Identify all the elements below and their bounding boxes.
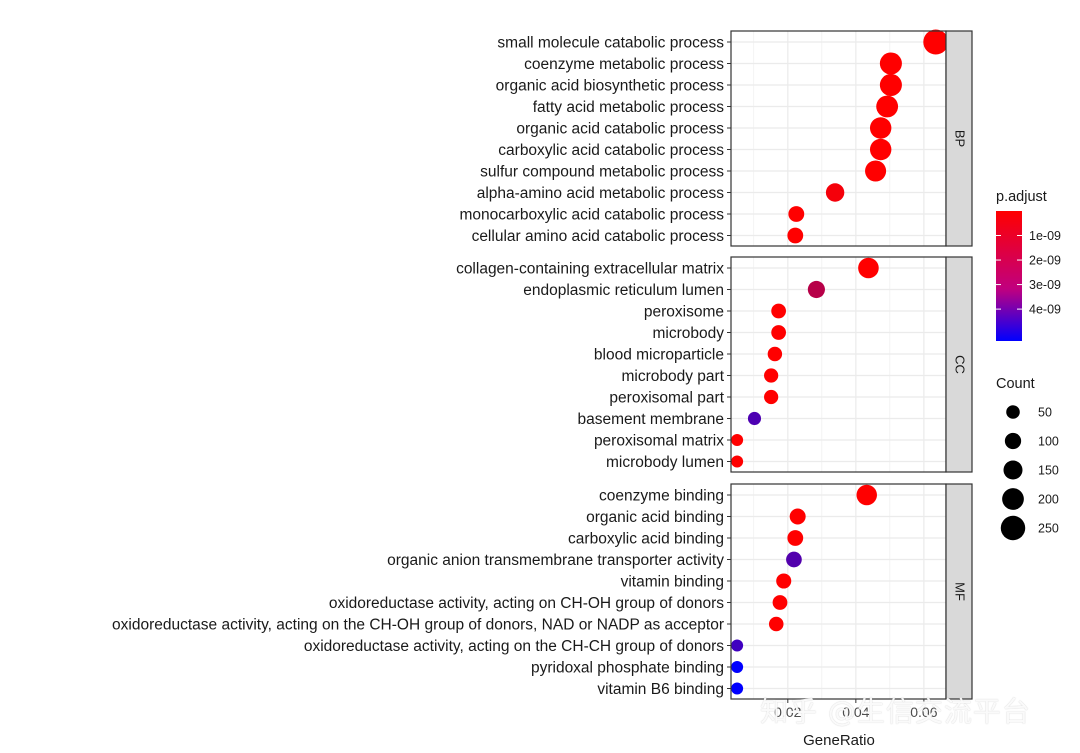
term-label: microbody xyxy=(653,325,725,342)
count-legend-dot xyxy=(1004,432,1022,450)
facet-strip-label: MF xyxy=(953,582,968,601)
term-label: organic acid catabolic process xyxy=(516,121,724,138)
term-label: coenzyme binding xyxy=(599,488,724,505)
count-legend-label: 100 xyxy=(1038,435,1059,449)
term-label: oxidoreductase activity, acting on the C… xyxy=(304,638,724,655)
facet-cc: collagen-containing extracellular matrix… xyxy=(456,256,973,473)
count-legend-dot xyxy=(1000,515,1026,541)
panel-background xyxy=(731,31,946,246)
data-point xyxy=(771,303,786,319)
data-point xyxy=(879,73,902,97)
data-point xyxy=(807,280,825,299)
term-label: organic anion transmembrane transporter … xyxy=(387,552,724,569)
term-label: organic acid binding xyxy=(586,509,724,526)
term-label: collagen-containing extracellular matrix xyxy=(456,261,724,278)
data-point xyxy=(767,346,783,362)
data-point xyxy=(747,411,762,426)
data-point xyxy=(731,639,744,652)
p-adjust-legend-title: p.adjust xyxy=(996,189,1047,205)
term-label: organic acid biosynthetic process xyxy=(496,78,725,95)
count-legend-dot xyxy=(1003,460,1023,480)
term-label: carboxylic acid catabolic process xyxy=(498,142,724,159)
count-legend-label: 200 xyxy=(1038,493,1059,507)
data-point xyxy=(731,682,744,695)
facet-bp: small molecule catabolic process coenzyme… xyxy=(460,29,973,247)
term-label: peroxisomal matrix xyxy=(594,433,724,450)
data-point xyxy=(731,455,744,468)
count-legend-dot xyxy=(1002,488,1024,510)
colorbar-tick-label: 1e-09 xyxy=(1029,229,1061,243)
x-tick-label: 0.02 xyxy=(774,704,801,720)
panel-background xyxy=(731,484,946,699)
term-label: cellular amino acid catabolic process xyxy=(472,228,725,245)
data-point xyxy=(879,52,902,75)
p-adjust-colorbar xyxy=(996,211,1022,341)
facet-panels: small molecule catabolic process coenzyme… xyxy=(112,29,973,700)
facet-mf: coenzyme binding organic acid binding carb… xyxy=(112,483,973,700)
data-point xyxy=(876,95,899,118)
count-legend-title: Count xyxy=(996,376,1035,392)
data-point xyxy=(825,183,845,202)
count-legend-label: 50 xyxy=(1038,406,1052,420)
panel-background xyxy=(731,257,946,472)
term-label: oxidoreductase activity, acting on CH-OH… xyxy=(329,595,724,612)
data-point xyxy=(869,117,892,139)
facet-strip xyxy=(945,256,973,473)
data-point xyxy=(768,616,784,632)
data-point xyxy=(776,573,792,589)
term-label: basement membrane xyxy=(578,411,724,428)
data-point xyxy=(788,206,805,222)
data-point xyxy=(764,368,779,383)
term-label: small molecule catabolic process xyxy=(497,35,724,52)
data-point xyxy=(764,389,779,405)
data-point xyxy=(856,484,877,506)
data-point xyxy=(772,595,788,610)
term-label: sulfur compound metabolic process xyxy=(480,164,724,181)
facet-strip xyxy=(945,483,973,700)
term-label: endoplasmic reticulum lumen xyxy=(523,282,724,299)
term-label: microbody part xyxy=(621,368,724,385)
facet-strip-label: BP xyxy=(953,130,968,147)
term-label: alpha-amino acid metabolic process xyxy=(477,185,725,202)
term-label: carboxylic acid binding xyxy=(568,531,724,548)
data-point xyxy=(787,530,804,546)
term-label: oxidoreductase activity, acting on the C… xyxy=(112,617,724,634)
data-point xyxy=(789,508,806,525)
term-label: peroxisome xyxy=(644,304,724,321)
colorbar-tick-label: 3e-09 xyxy=(1029,278,1061,292)
data-point xyxy=(923,29,949,55)
x-tick-label: 0.06 xyxy=(910,704,937,720)
term-label: vitamin B6 binding xyxy=(597,681,724,698)
watermark-text: 知乎 @生信交流平台 xyxy=(760,695,1031,728)
x-tick-label: 0.04 xyxy=(842,704,869,720)
data-point xyxy=(869,138,892,161)
term-label: microbody lumen xyxy=(606,454,724,471)
data-point xyxy=(786,551,802,568)
count-legend-label: 150 xyxy=(1038,464,1059,478)
term-label: peroxisomal part xyxy=(609,390,724,407)
data-point xyxy=(858,257,879,279)
colorbar-tick-label: 2e-09 xyxy=(1029,254,1061,268)
term-label: pyridoxal phosphate binding xyxy=(531,660,724,677)
count-legend-label: 250 xyxy=(1038,522,1059,536)
term-label: vitamin binding xyxy=(621,574,724,591)
term-label: coenzyme metabolic process xyxy=(524,56,724,73)
data-point xyxy=(771,325,786,340)
x-axis: 0.02 0.04 0.06 xyxy=(774,699,938,720)
data-point xyxy=(865,160,887,182)
term-label: monocarboxylic acid catabolic process xyxy=(460,207,725,224)
data-point xyxy=(731,434,744,446)
facet-strip-label: CC xyxy=(953,355,968,374)
term-label: blood microparticle xyxy=(594,347,724,364)
facet-strip xyxy=(945,30,973,247)
colorbar-tick-label: 4e-09 xyxy=(1029,303,1061,317)
term-label: fatty acid metabolic process xyxy=(533,99,725,116)
x-axis-title: GeneRatio xyxy=(803,732,875,749)
data-point xyxy=(731,661,744,673)
count-legend-dot xyxy=(1006,405,1020,419)
p-adjust-legend: p.adjust 1e-09 2e-09 3e-09 4e-09 xyxy=(996,189,1061,341)
data-point xyxy=(787,227,804,244)
